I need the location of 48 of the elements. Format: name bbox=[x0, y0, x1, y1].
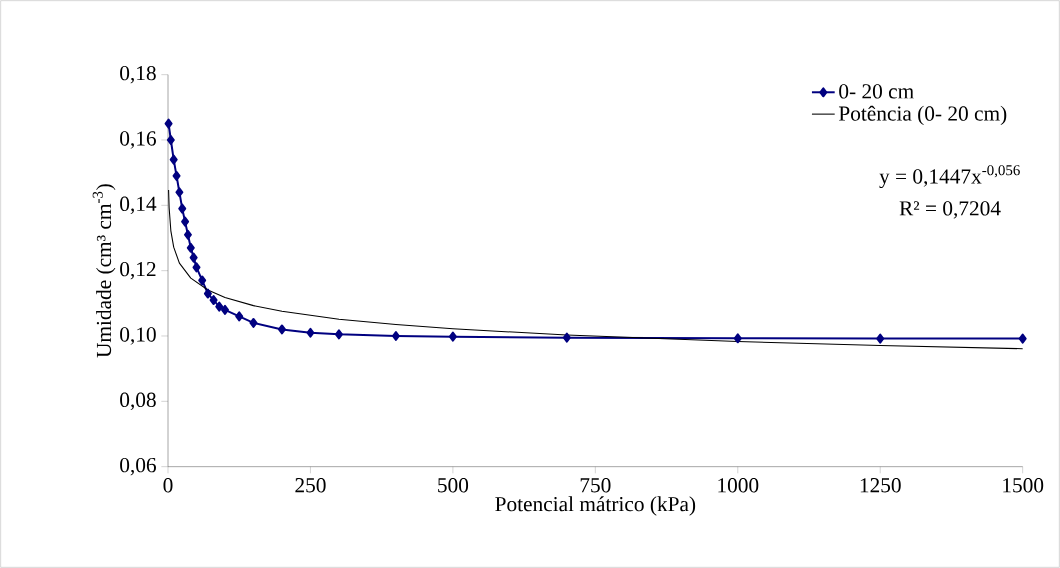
legend-label: 0- 20 cm bbox=[839, 84, 914, 99]
x-tick-label: 500 bbox=[438, 478, 469, 493]
line-series bbox=[168, 189, 1024, 350]
point bbox=[209, 295, 218, 306]
point bbox=[186, 242, 195, 253]
x-tick-label: 1250 bbox=[860, 478, 901, 493]
y-tick-label: 0,18 bbox=[120, 65, 156, 84]
x-tick-label: 750 bbox=[580, 478, 611, 493]
x-tick-label: 0 bbox=[163, 478, 173, 493]
point bbox=[203, 288, 212, 299]
point bbox=[448, 331, 457, 342]
point bbox=[178, 203, 187, 214]
point bbox=[192, 262, 201, 273]
point bbox=[169, 154, 178, 165]
point bbox=[277, 324, 286, 335]
point bbox=[215, 301, 224, 312]
point bbox=[876, 333, 885, 344]
annotation: y = 0,1447x$^{-0,056}$ bbox=[879, 165, 1020, 189]
x-tick-label: 250 bbox=[295, 478, 326, 493]
legend-label: Potência (0- 20 cm) bbox=[838, 105, 1007, 126]
y-tick-label: 0,06 bbox=[120, 457, 156, 476]
point bbox=[189, 252, 198, 263]
point bbox=[198, 275, 207, 286]
point bbox=[733, 333, 742, 344]
point bbox=[166, 135, 175, 145]
point bbox=[334, 329, 343, 340]
point bbox=[391, 331, 400, 341]
point bbox=[306, 327, 315, 338]
y-axis-title: Umidade (cm³ cm$^{-3}$) bbox=[92, 184, 116, 358]
x-axis-title: Potencial mátrico (kPa) bbox=[495, 496, 696, 516]
point bbox=[181, 216, 190, 227]
point bbox=[183, 229, 192, 240]
y-tick-label: 0,08 bbox=[120, 392, 156, 411]
point bbox=[172, 170, 181, 181]
annotation: R² = 0,7204 bbox=[899, 201, 1001, 219]
point bbox=[164, 118, 173, 129]
point bbox=[249, 317, 258, 328]
y-tick-label: 0,10 bbox=[120, 327, 156, 345]
point bbox=[562, 332, 571, 343]
point bbox=[1018, 333, 1027, 344]
y-tick-label: 0,14 bbox=[120, 196, 157, 215]
x-tick-label: 1500 bbox=[1003, 478, 1044, 493]
point bbox=[175, 187, 184, 198]
x-tick-label: 1000 bbox=[718, 478, 759, 493]
y-tick-label: 0,12 bbox=[120, 261, 156, 280]
point bbox=[235, 311, 244, 322]
y-tick-label: 0,16 bbox=[120, 131, 156, 149]
point bbox=[220, 304, 229, 315]
